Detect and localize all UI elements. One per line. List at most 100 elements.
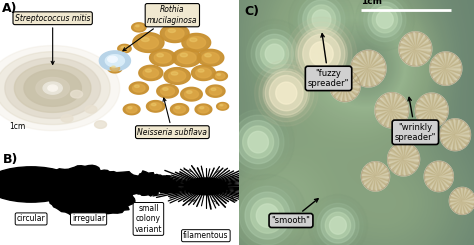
Polygon shape (362, 176, 375, 179)
Polygon shape (455, 135, 460, 150)
Polygon shape (432, 95, 439, 110)
Polygon shape (375, 176, 388, 179)
Polygon shape (133, 33, 164, 52)
Polygon shape (303, 34, 340, 74)
Polygon shape (432, 110, 443, 122)
Polygon shape (298, 0, 345, 44)
Polygon shape (356, 69, 368, 82)
Polygon shape (317, 203, 359, 245)
Polygon shape (439, 165, 447, 176)
Polygon shape (441, 53, 446, 69)
Polygon shape (403, 151, 418, 159)
Polygon shape (432, 110, 437, 126)
Polygon shape (392, 107, 408, 110)
Polygon shape (161, 87, 174, 96)
Polygon shape (303, 0, 340, 39)
Polygon shape (169, 71, 186, 81)
Polygon shape (380, 98, 392, 110)
Polygon shape (430, 52, 462, 85)
Polygon shape (369, 176, 375, 190)
Polygon shape (396, 159, 403, 174)
Polygon shape (403, 159, 409, 175)
Text: 1cm: 1cm (361, 0, 383, 6)
Polygon shape (392, 110, 394, 126)
Polygon shape (345, 76, 357, 86)
Polygon shape (458, 201, 462, 213)
Polygon shape (386, 94, 392, 110)
Polygon shape (453, 120, 455, 135)
Polygon shape (413, 34, 415, 49)
Polygon shape (431, 66, 446, 69)
Polygon shape (308, 5, 336, 34)
Polygon shape (446, 54, 451, 69)
Polygon shape (171, 104, 189, 115)
Polygon shape (206, 85, 225, 97)
Polygon shape (462, 199, 474, 201)
Polygon shape (453, 135, 455, 150)
Polygon shape (439, 176, 447, 189)
Polygon shape (403, 159, 418, 162)
Polygon shape (450, 196, 462, 201)
Polygon shape (441, 130, 455, 135)
Polygon shape (345, 74, 356, 86)
Circle shape (0, 167, 77, 202)
Polygon shape (432, 110, 445, 121)
Polygon shape (390, 152, 403, 159)
Polygon shape (345, 86, 347, 100)
Polygon shape (376, 110, 392, 113)
Polygon shape (232, 115, 284, 169)
Polygon shape (345, 86, 358, 93)
Polygon shape (157, 84, 178, 98)
Polygon shape (441, 69, 446, 83)
Polygon shape (196, 68, 211, 78)
Polygon shape (334, 86, 345, 97)
Polygon shape (439, 176, 451, 186)
Polygon shape (446, 69, 451, 84)
Polygon shape (146, 100, 164, 112)
Polygon shape (330, 86, 345, 88)
Polygon shape (392, 94, 395, 110)
Polygon shape (368, 69, 384, 72)
Polygon shape (455, 135, 465, 148)
Polygon shape (71, 90, 82, 98)
Polygon shape (352, 69, 368, 72)
Polygon shape (415, 46, 431, 49)
Polygon shape (432, 110, 446, 118)
Polygon shape (259, 64, 314, 122)
Polygon shape (433, 58, 446, 69)
Polygon shape (403, 159, 417, 170)
Polygon shape (276, 82, 297, 104)
Polygon shape (375, 172, 388, 176)
Polygon shape (211, 88, 216, 91)
Polygon shape (455, 123, 466, 135)
Polygon shape (446, 63, 460, 69)
Polygon shape (429, 110, 432, 126)
Polygon shape (462, 191, 472, 201)
Polygon shape (152, 103, 156, 106)
Polygon shape (455, 122, 464, 135)
Polygon shape (462, 201, 466, 213)
Polygon shape (358, 53, 368, 69)
Polygon shape (368, 69, 383, 77)
Polygon shape (426, 176, 439, 181)
Polygon shape (184, 90, 199, 99)
Polygon shape (399, 159, 403, 174)
Polygon shape (256, 204, 279, 227)
Polygon shape (426, 174, 439, 176)
Polygon shape (375, 176, 387, 183)
Polygon shape (434, 69, 446, 81)
Polygon shape (450, 120, 455, 135)
Polygon shape (462, 189, 466, 201)
Polygon shape (437, 69, 446, 82)
Polygon shape (360, 69, 368, 85)
Polygon shape (408, 35, 415, 49)
Polygon shape (364, 167, 375, 176)
Polygon shape (265, 44, 284, 64)
Polygon shape (368, 52, 377, 69)
Polygon shape (446, 69, 460, 71)
Polygon shape (365, 52, 368, 69)
Polygon shape (455, 132, 470, 135)
Polygon shape (415, 34, 423, 49)
Polygon shape (336, 86, 345, 98)
Polygon shape (455, 121, 463, 135)
